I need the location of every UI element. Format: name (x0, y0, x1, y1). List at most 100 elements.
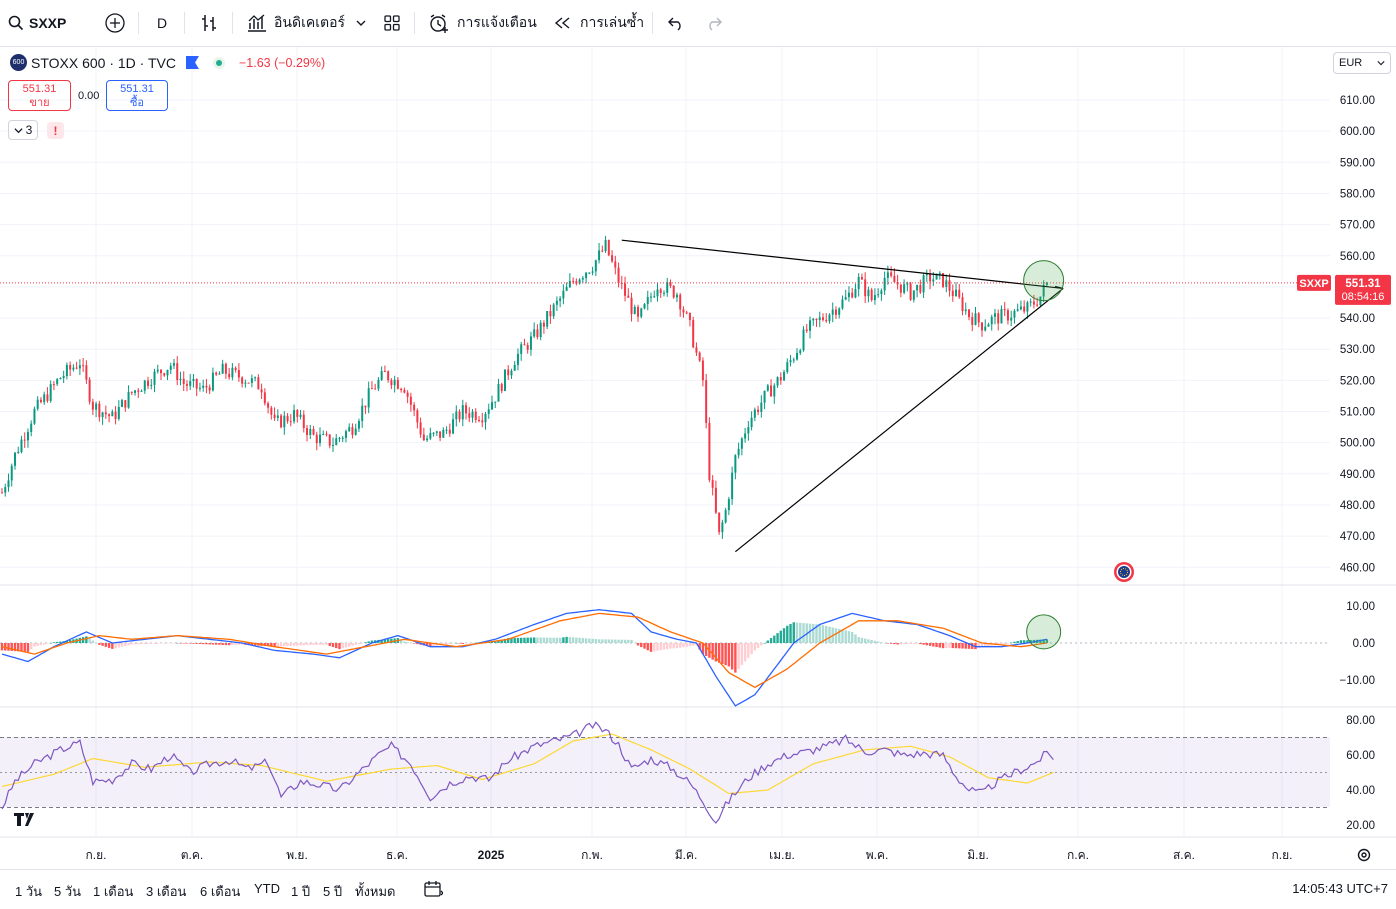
undo-button[interactable] (666, 11, 686, 35)
range-5[interactable]: YTD (254, 881, 280, 896)
range-3[interactable]: 3 เดือน (146, 884, 187, 899)
chart-area[interactable]: 610.00 600.00 590.00 580.00 570.00 560.00 540.… (0, 47, 1396, 869)
macd-histogram-bar (195, 643, 198, 644)
rsi-ma-line (1, 733, 1054, 795)
indicators-button[interactable]: อินดิเคเตอร์ (246, 11, 345, 35)
candle-body (805, 329, 808, 331)
macd-histogram-bar (494, 641, 497, 643)
candle-body (409, 396, 412, 405)
candle-body (302, 414, 305, 429)
warning-icon[interactable]: ! (47, 122, 64, 139)
candle-body (598, 250, 601, 261)
layout-button[interactable] (382, 11, 402, 35)
candle-body (899, 284, 902, 293)
macd-histogram-bar (503, 638, 507, 643)
macd-histogram-bar (7, 643, 10, 651)
replay-button[interactable]: การเล่นซ้ำ (553, 11, 644, 35)
macd-histogram-bar (607, 639, 611, 643)
macd-histogram-bar (656, 643, 659, 651)
range-2[interactable]: 1 เดือน (93, 884, 134, 899)
time-axis-tick: มี.ค. (675, 848, 698, 862)
range-8[interactable]: ทั้งหมด (355, 884, 396, 899)
macd-histogram-bar (127, 643, 130, 646)
macd-histogram-bar (166, 643, 169, 644)
alert-button[interactable]: การแจ้งเตือน (428, 11, 537, 35)
candle-body (426, 438, 429, 441)
macd-histogram-bar (221, 643, 224, 645)
candle-body (546, 311, 549, 327)
symbol-search[interactable]: SXXP (8, 11, 66, 35)
macd-histogram-bar (250, 643, 254, 646)
range-1[interactable]: 5 วัน (54, 884, 82, 899)
macd-histogram-bar (841, 629, 844, 643)
macd-histogram-bar (218, 643, 221, 645)
trendline[interactable] (734, 287, 1064, 553)
candle-body (416, 410, 419, 423)
candle-body (468, 413, 471, 418)
price-axis-tick: 80.00 (1346, 715, 1375, 727)
redo-button[interactable] (704, 11, 724, 35)
macd-histogram-bar (227, 643, 231, 646)
macd-histogram-bar (880, 642, 883, 643)
price-axis[interactable]: 610.00 600.00 590.00 580.00 570.00 560.00 540.… (1340, 95, 1376, 832)
trendline[interactable] (621, 239, 1064, 290)
range-7[interactable]: 5 ปี (323, 884, 343, 899)
time-axis[interactable]: ก.ย. ต.ค. พ.ย. ธ.ค. 2025 ก.พ. มี.ค. เม.ย. พ.ค. มิ… (86, 848, 1293, 862)
sell-button[interactable]: 551.31 ขาย (8, 80, 71, 111)
candle-body (627, 295, 630, 298)
grid-layout-icon (384, 15, 400, 31)
candle-body (789, 360, 792, 363)
macd-histogram-bar (919, 643, 922, 645)
range-4[interactable]: 6 เดือน (200, 884, 241, 899)
symbol-legend[interactable]: 600 STOXX 600 · 1D · TVC −1.63 (−0.29%) (10, 54, 325, 71)
candle-body (461, 405, 464, 420)
macd-histogram-bar (597, 639, 601, 643)
macd-histogram-bar (928, 643, 932, 646)
rsi-bands (0, 737, 1330, 808)
candle-body (938, 273, 941, 275)
clock-readout[interactable]: 14:05:43 UTC+7 (1292, 881, 1388, 896)
candle-body (630, 297, 633, 314)
highlight-circle (1023, 260, 1065, 302)
candle-body (452, 419, 455, 434)
macd-histogram-bar (520, 637, 523, 643)
candle-body (828, 314, 831, 322)
macd-histogram-bar (406, 642, 409, 643)
candle-body (134, 390, 137, 393)
indicators-toggle[interactable]: 3 (8, 120, 38, 140)
range-6[interactable]: 1 ปี (291, 884, 311, 899)
candle-body (341, 437, 344, 439)
macd-histogram-bar (575, 637, 578, 643)
compare-button[interactable] (104, 11, 126, 35)
macd-histogram-bar (734, 643, 737, 673)
macd-histogram-bar (273, 643, 276, 647)
candle-body (1000, 308, 1003, 324)
macd-histogram-bar (172, 643, 176, 644)
buy-button[interactable]: 551.31 ซื้อ (106, 80, 168, 111)
candle-body (643, 304, 646, 309)
macd-histogram-bar (549, 637, 552, 643)
candle-body (393, 379, 396, 386)
chevron-down-icon (356, 20, 366, 26)
candle-body (137, 390, 140, 392)
macd-histogram-bar (779, 630, 782, 643)
interval-button[interactable]: D (157, 11, 167, 35)
candle-body (945, 280, 948, 287)
goto-date-button[interactable] (423, 879, 444, 904)
settings-gear-icon[interactable] (1357, 848, 1371, 862)
macd-histogram-bar (899, 643, 903, 645)
candle-body (873, 295, 876, 300)
economic-event-icon[interactable] (1114, 562, 1134, 582)
time-axis-tick: ก.ย. (1272, 848, 1293, 862)
currency-select[interactable]: EUR (1333, 52, 1391, 74)
candle-body (500, 383, 503, 391)
candle-body (1045, 282, 1048, 285)
indicators-dropdown[interactable] (355, 11, 367, 35)
macd-histogram-bar (838, 628, 841, 643)
macd-histogram-bar (588, 638, 591, 643)
macd-histogram-bar (776, 633, 779, 643)
chart-type-button[interactable] (198, 11, 220, 35)
price-axis-tick: 490.00 (1340, 469, 1375, 481)
range-0[interactable]: 1 วัน (15, 884, 43, 899)
macd-histogram-bar (789, 624, 792, 643)
